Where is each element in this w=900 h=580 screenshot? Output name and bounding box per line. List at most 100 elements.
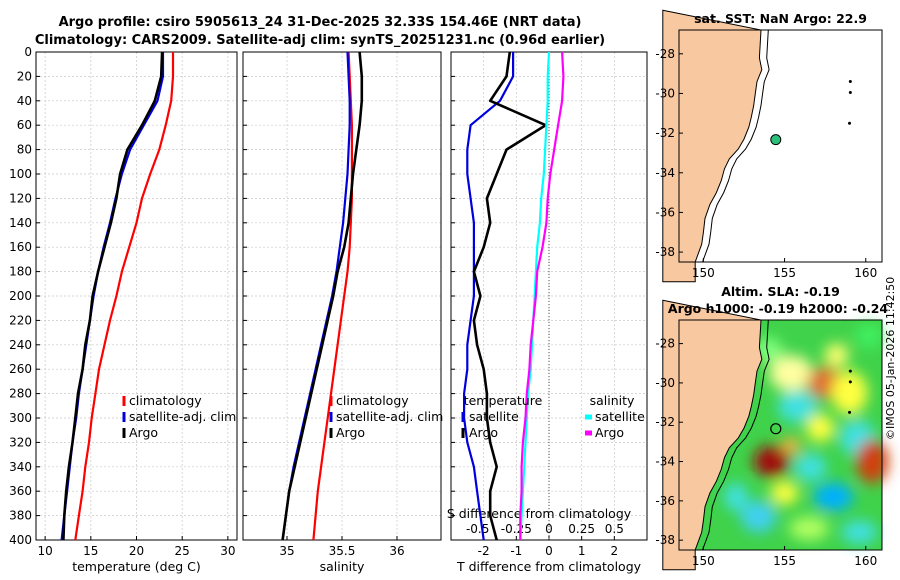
y-tick-label: 240 bbox=[9, 338, 32, 352]
top-tick-label: 0.5 bbox=[605, 522, 624, 536]
y-tick-label: 220 bbox=[9, 313, 32, 327]
y-tick-label: 40 bbox=[17, 94, 32, 108]
x-tick-label: -2 bbox=[478, 544, 490, 558]
island-marker bbox=[848, 369, 852, 373]
x-axis-label: T difference from climatology bbox=[456, 559, 642, 574]
map-panels: 150 155 160 -28 -30 -32 -34 -36 -38 sat. SST: NaN… bbox=[655, 9, 889, 571]
series-line-argo bbox=[62, 51, 164, 541]
sla-anomaly-blob bbox=[831, 370, 868, 415]
top-tick-label: 0.25 bbox=[568, 522, 595, 536]
sla-anomaly-blob bbox=[856, 439, 889, 484]
legend-label: satellite bbox=[469, 409, 519, 424]
x-axis-label: salinity bbox=[320, 559, 365, 574]
sla-anomaly-blob bbox=[777, 390, 818, 423]
series-line-argo bbox=[281, 51, 364, 541]
x-tick-label: 155 bbox=[773, 554, 796, 568]
argo-position-marker bbox=[770, 134, 782, 146]
figure-title-line-1: Argo profile: csiro 5905613_24 31-Dec-20… bbox=[58, 15, 582, 30]
y-tick-label: 400 bbox=[9, 533, 32, 547]
sla-anomaly-blob bbox=[806, 414, 835, 443]
x-tick-label: 15 bbox=[83, 544, 98, 558]
map-content bbox=[662, 9, 882, 283]
island-marker bbox=[848, 380, 852, 384]
y-tick-label: -32 bbox=[655, 415, 675, 429]
y-tick-label: 100 bbox=[9, 167, 32, 181]
y-tick-label: -30 bbox=[655, 86, 675, 100]
y-tick-label: -36 bbox=[655, 205, 675, 219]
sla-anomaly-blob bbox=[855, 323, 884, 348]
x-tick-label: 2 bbox=[611, 544, 619, 558]
x-tick-label: 160 bbox=[854, 554, 877, 568]
temperature-panel: 10 15 20 25 30 temperature (deg C) 0 20 40 60 80 10… bbox=[9, 45, 238, 574]
y-tick-label: -34 bbox=[655, 455, 675, 469]
legend-header-salinity: salinity bbox=[590, 393, 635, 408]
x-tick-label: 150 bbox=[692, 266, 715, 280]
y-tick-label: 320 bbox=[9, 435, 32, 449]
x-tick-label: 160 bbox=[854, 266, 877, 280]
sla-anomaly-blob bbox=[824, 343, 849, 368]
x-tick-label: 30 bbox=[220, 544, 235, 558]
sla-anomaly-blob bbox=[781, 437, 802, 454]
y-tick-label: 180 bbox=[9, 265, 32, 279]
legend-header-temperature: temperature bbox=[464, 393, 543, 408]
x-tick-label: 35.5 bbox=[329, 544, 356, 558]
sla-anomaly-blob bbox=[770, 480, 799, 505]
y-tick-label: 120 bbox=[9, 191, 32, 205]
map-title: Altim. SLA: -0.19 bbox=[721, 284, 840, 299]
legend-label: climatology bbox=[129, 393, 202, 408]
x-tick-label: 1 bbox=[578, 544, 586, 558]
series-line-temperature-satellite bbox=[463, 52, 515, 541]
y-tick-label: -36 bbox=[655, 494, 675, 508]
series-line-climatology bbox=[74, 52, 175, 541]
y-tick-label: 140 bbox=[9, 216, 32, 230]
y-tick-label: 260 bbox=[9, 362, 32, 376]
x-tick-label: 35 bbox=[279, 544, 294, 558]
difference-panel: -2 -1 0 1 2T difference from climatology S di… bbox=[447, 51, 648, 574]
legend-label: Argo bbox=[129, 425, 158, 440]
y-tick-label: -30 bbox=[655, 376, 675, 390]
top-axis-label: S difference from climatology bbox=[447, 506, 632, 521]
top-tick-label: -0.5 bbox=[466, 522, 489, 536]
y-tick-label: 60 bbox=[17, 118, 32, 132]
series-line-temperature-argo bbox=[472, 51, 548, 541]
sla-anomaly-blob bbox=[740, 500, 777, 533]
sla-anomaly-blob bbox=[753, 445, 790, 478]
y-tick-label: -28 bbox=[655, 47, 675, 61]
x-tick-label: 0 bbox=[545, 544, 553, 558]
x-tick-label: 20 bbox=[129, 544, 144, 558]
imos-watermark: ©IMOS 05-Jan-2026 11:42:50 bbox=[884, 276, 897, 440]
y-tick-label: -32 bbox=[655, 126, 675, 140]
y-tick-label: -34 bbox=[655, 166, 675, 180]
x-tick-label: 150 bbox=[692, 554, 715, 568]
y-tick-label: 300 bbox=[9, 411, 32, 425]
island-marker bbox=[848, 410, 852, 414]
y-tick-label: 160 bbox=[9, 240, 32, 254]
figure-title-line-2: Climatology: CARS2009. Satellite-adj cli… bbox=[34, 33, 606, 48]
map-content bbox=[662, 299, 889, 571]
sla-field bbox=[723, 323, 889, 545]
sla-anomaly-blob bbox=[794, 453, 827, 482]
x-tick-label: -1 bbox=[510, 544, 522, 558]
legend-label: Argo bbox=[469, 425, 498, 440]
x-axis-label: temperature (deg C) bbox=[72, 559, 201, 574]
sla_map-panel: 150 155 160 -28 -30 -32 -34 -36 -38 Altim. SLA: -… bbox=[655, 284, 889, 571]
series-line-salinity-argo bbox=[519, 51, 565, 540]
legend-label: Argo bbox=[336, 425, 365, 440]
y-tick-label: 80 bbox=[17, 143, 32, 157]
island-marker bbox=[848, 80, 852, 84]
series-line-climatology bbox=[312, 51, 353, 541]
sla-anomaly-blob bbox=[788, 516, 829, 541]
y-tick-label: -38 bbox=[655, 245, 675, 259]
sla-anomaly-blob bbox=[841, 520, 878, 545]
legend-label: satellite-adj. clim bbox=[129, 409, 236, 424]
y-tick-label: -38 bbox=[655, 533, 675, 547]
y-tick-label: 360 bbox=[9, 484, 32, 498]
map-frame bbox=[678, 29, 883, 263]
y-tick-label: 340 bbox=[9, 460, 32, 474]
x-tick-label: 36 bbox=[389, 544, 404, 558]
top-tick-label: -0.25 bbox=[501, 522, 532, 536]
x-tick-label: 155 bbox=[773, 266, 796, 280]
x-tick-label: 10 bbox=[37, 544, 52, 558]
